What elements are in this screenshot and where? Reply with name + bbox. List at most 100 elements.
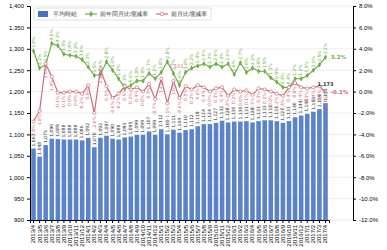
data-label: 1,090 [49, 124, 54, 137]
data-label: 0.6% [195, 87, 200, 99]
bar [202, 124, 207, 220]
x-tick-mark [130, 220, 131, 223]
data-label: 1.0% [171, 83, 176, 95]
bar [110, 139, 115, 220]
data-label: 1,112 [158, 114, 163, 127]
y-tick: 1,300 [9, 46, 30, 52]
data-label: 0.3% [304, 91, 309, 103]
data-label: 0.5% [104, 89, 109, 101]
data-label: 2.0% [311, 55, 316, 67]
x-tick-mark [203, 220, 204, 223]
y-tick-mark [27, 113, 30, 114]
data-label: 0.0% [67, 94, 72, 106]
marker [87, 64, 90, 70]
data-label: 1,130 [238, 107, 243, 120]
x-tick: 2017/4 [322, 220, 328, 243]
y2-tick-label: 6.0% [359, 25, 373, 31]
data-label: 2.2% [250, 53, 255, 65]
x-tick-mark [319, 220, 320, 223]
x-tick-mark [240, 220, 241, 223]
y2-tick: -10.0% [353, 196, 379, 202]
marker [196, 84, 199, 87]
bar [214, 123, 219, 220]
data-label: 1.2% [152, 64, 157, 76]
data-label: 1,088 [67, 125, 72, 138]
data-label: 1,099 [134, 120, 139, 133]
data-label: 0.4% [134, 90, 139, 102]
legend-item: 前年同月比増減率 [85, 10, 148, 18]
x-tick-mark [252, 220, 253, 223]
bar [244, 121, 249, 220]
x-tick-mark [51, 220, 52, 223]
line-series [32, 41, 327, 92]
marker [93, 73, 96, 79]
legend-marker [160, 12, 164, 16]
bar [86, 138, 91, 220]
x-tick-mark [142, 220, 143, 223]
y-tick-label: 1,350 [9, 25, 25, 31]
data-label: 3.3% [73, 41, 78, 53]
x-tick-mark [325, 220, 326, 223]
y-axis: 9009501,0001,0501,1001,1501,2001,2501,30… [9, 3, 31, 223]
marker [154, 76, 157, 82]
data-label: 1.8% [244, 57, 249, 69]
marker [275, 92, 278, 95]
data-label: -0.7% [152, 101, 157, 115]
data-label: 2.5% [317, 50, 322, 62]
y-tick-mark [27, 220, 30, 221]
data-label: 1.2% [116, 64, 121, 76]
y2-tick-mark [353, 113, 356, 114]
y2-tick-mark [353, 27, 356, 28]
data-label: 0.0% [207, 94, 212, 106]
data-label: 1,093 [122, 122, 127, 135]
x-tick-mark [307, 220, 308, 223]
bar [31, 149, 36, 220]
y2-tick-mark [353, 134, 356, 135]
bar [275, 121, 280, 220]
data-label: 0.4% [298, 90, 303, 102]
marker [239, 60, 242, 66]
y-tick-label: 1,050 [9, 153, 25, 159]
marker [245, 70, 248, 76]
data-label: 1,133 [262, 105, 267, 118]
data-label: 1.3% [268, 63, 273, 75]
data-label: 1,124 [201, 109, 206, 122]
marker [147, 71, 150, 77]
bar [195, 126, 200, 220]
y2-tick: 0.0% [353, 89, 373, 95]
marker [214, 61, 217, 67]
marker [172, 79, 175, 82]
data-label: -0.1% [61, 95, 66, 109]
data-label: 1,090 [110, 124, 115, 137]
x-tick-mark [88, 220, 89, 223]
marker [300, 86, 303, 89]
bar [262, 120, 267, 220]
data-label: 0.4% [219, 90, 224, 102]
annotation: 1,101 [169, 63, 183, 69]
data-label: 0.4% [286, 90, 291, 102]
marker [147, 83, 150, 86]
y2-tick-mark [353, 220, 356, 221]
data-label: 1,131 [286, 106, 291, 119]
y-tick-label: 900 [14, 217, 25, 223]
y2-tick: -4.0% [353, 132, 375, 138]
bar [293, 117, 298, 220]
marker [172, 71, 175, 77]
bar [299, 116, 304, 220]
y2-tick: -2.0% [353, 110, 375, 116]
data-label: 1,110 [183, 115, 188, 128]
x-tick-mark [234, 220, 235, 223]
data-label: 3.2% [323, 42, 328, 54]
bar [281, 123, 286, 220]
y2-tick: -12.0% [353, 217, 379, 223]
data-label: 0.4% [201, 90, 206, 102]
x-tick-mark [276, 220, 277, 223]
line [33, 64, 325, 122]
x-tick-label: 2017/4 [322, 224, 328, 243]
x-tick-mark [258, 220, 259, 223]
y-tick-label: 1,200 [9, 89, 25, 95]
data-label: -0.1% [55, 95, 60, 109]
data-label: 1,086 [79, 125, 84, 138]
chart-svg: 2013/42013/52013/62013/72013/82013/92013… [0, 0, 387, 250]
y-tick: 1,250 [9, 68, 30, 74]
